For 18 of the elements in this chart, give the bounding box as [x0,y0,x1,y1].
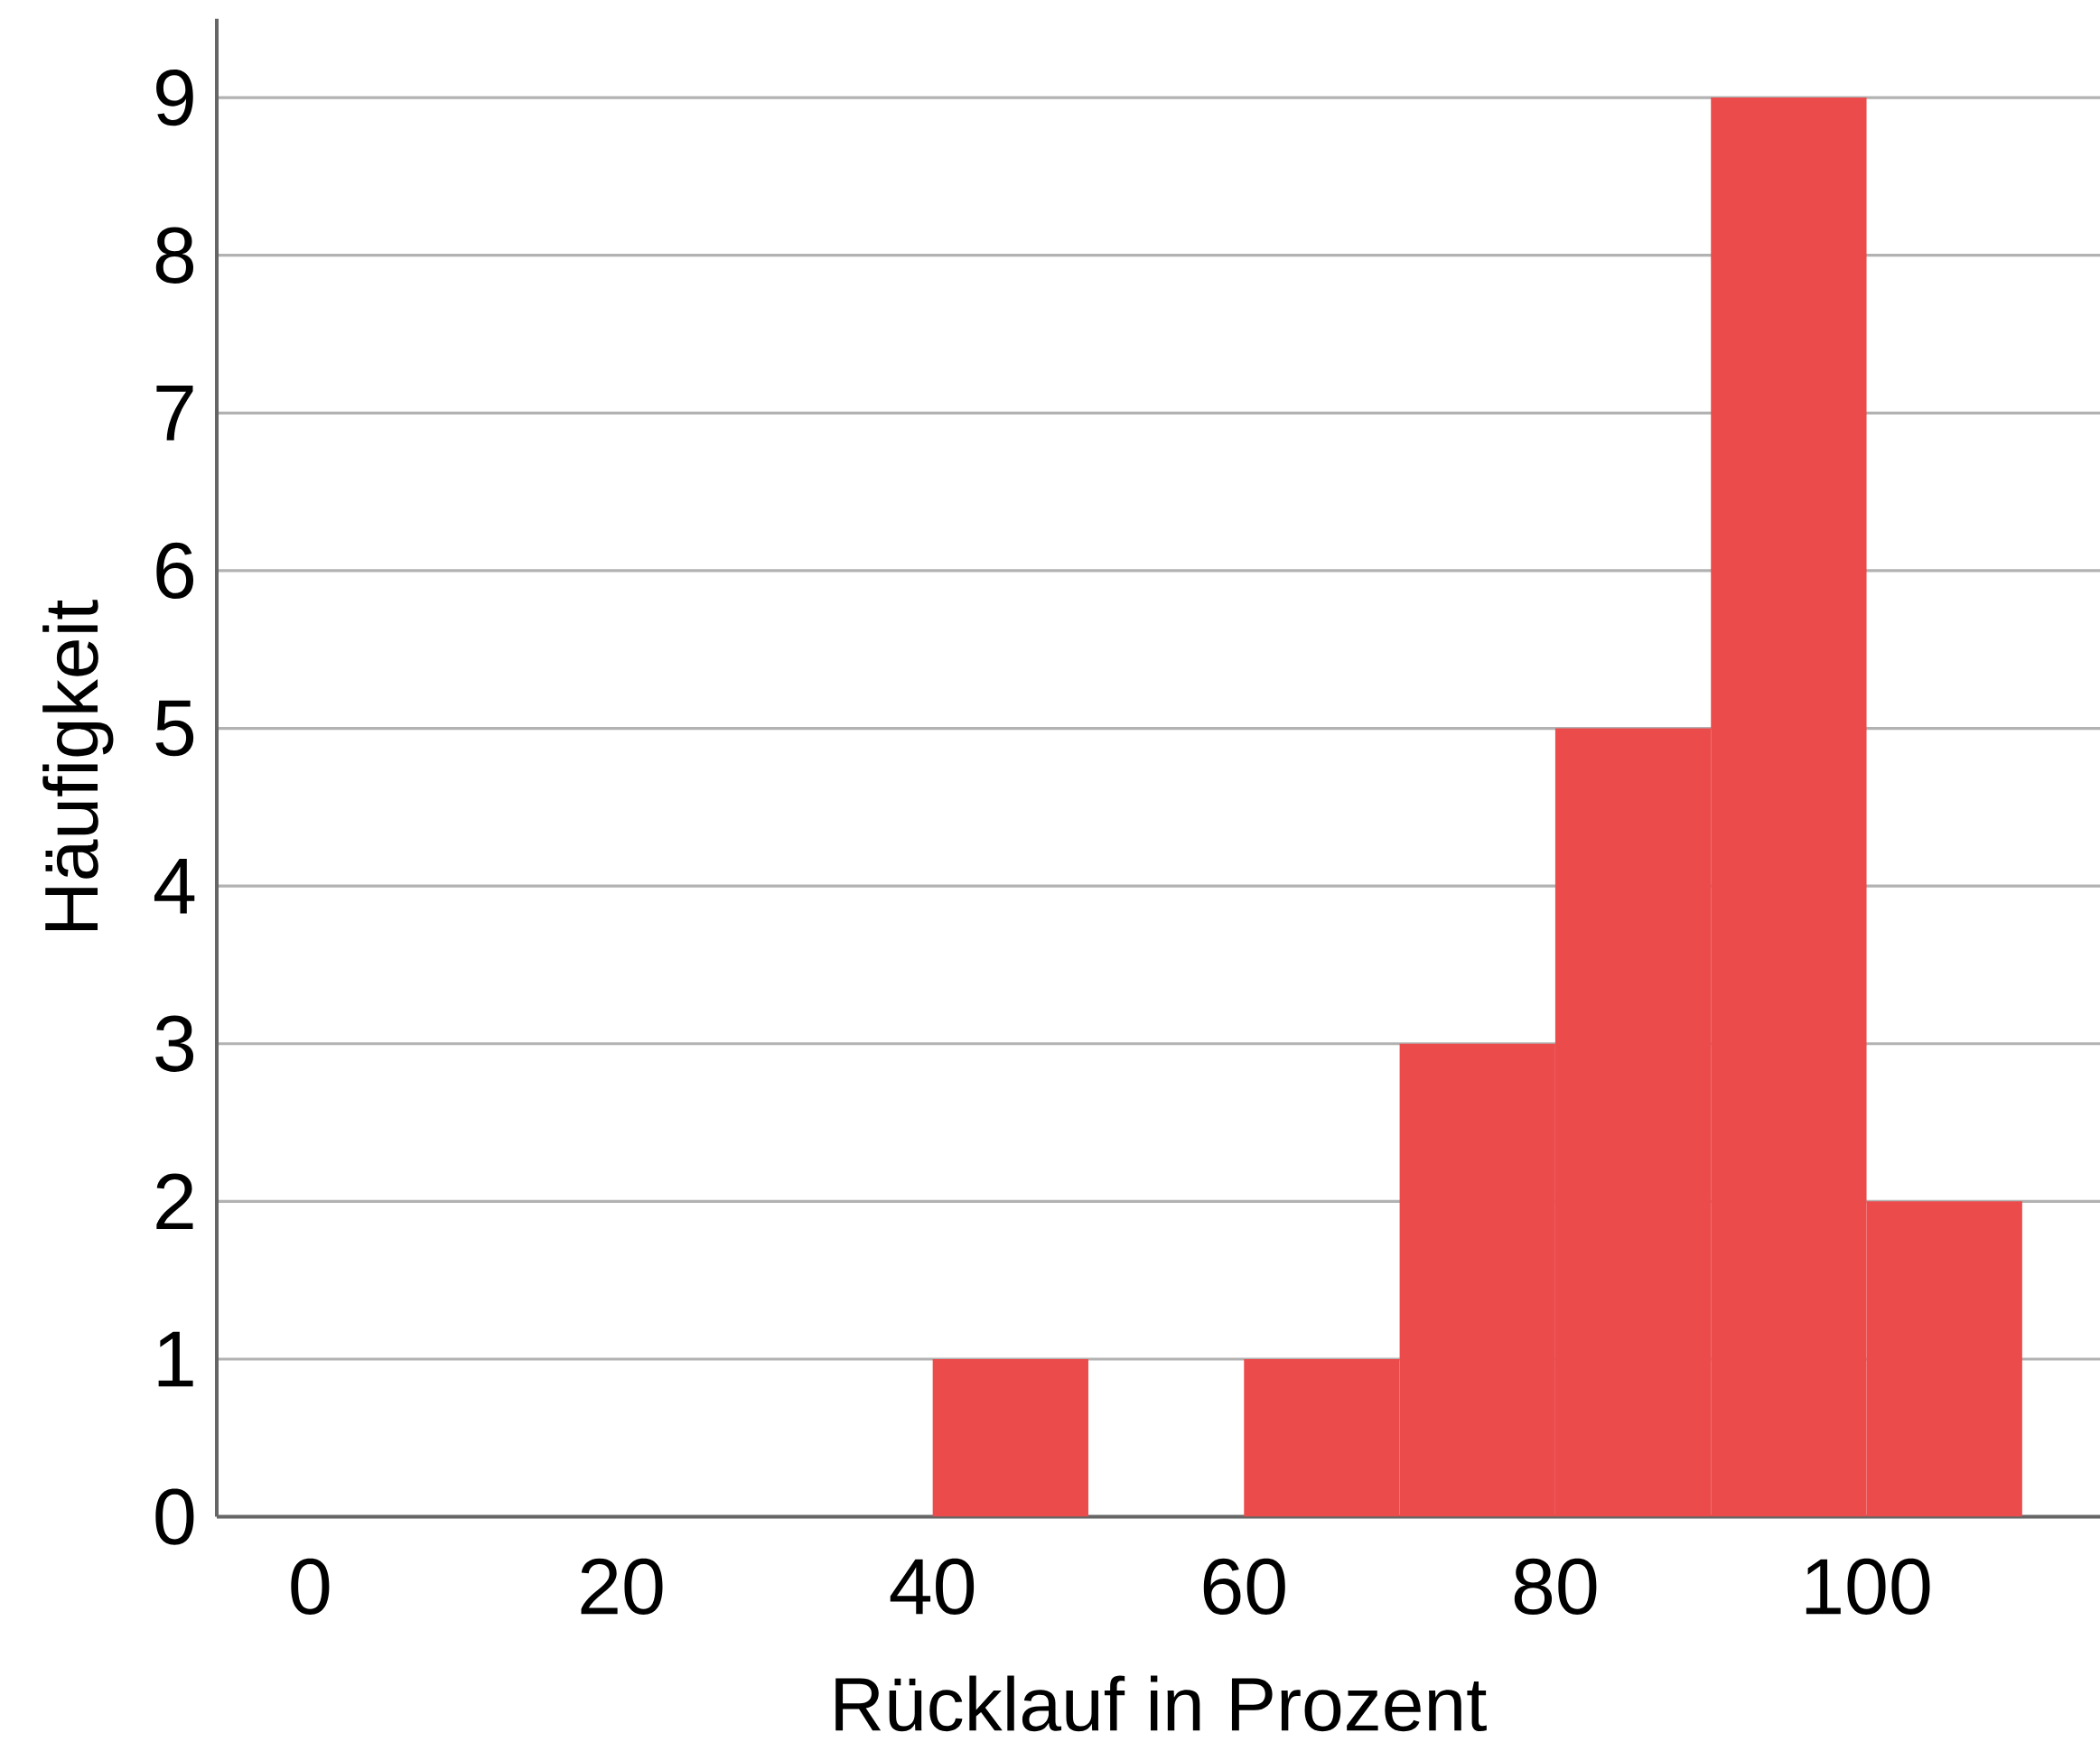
x-tick-label: 20 [581,1558,663,1616]
y-tick-label: 8 [155,227,194,284]
x-tick-label: 0 [291,1558,330,1616]
x-tick-label: 100 [1806,1558,1930,1616]
y-tick-label: 2 [156,1173,193,1230]
y-tick-label: 9 [156,69,193,126]
y-axis-title: Häufigkeit [42,600,114,931]
y-tick-label: 6 [156,542,194,600]
x-axis-title: Rücklauf in Prozent [835,1675,1487,1732]
y-tick-label: 5 [155,700,194,757]
y-tick-label: 4 [154,858,195,914]
y-tick-label: 3 [155,1015,194,1072]
x-tick-label: 80 [1514,1558,1597,1616]
y-tick-label: 7 [156,386,193,441]
x-tick-label: 40 [890,1558,975,1616]
y-tick-label: 1 [158,1331,193,1387]
y-tick-label: 0 [155,1488,194,1545]
x-tick-label: 60 [1203,1558,1285,1616]
